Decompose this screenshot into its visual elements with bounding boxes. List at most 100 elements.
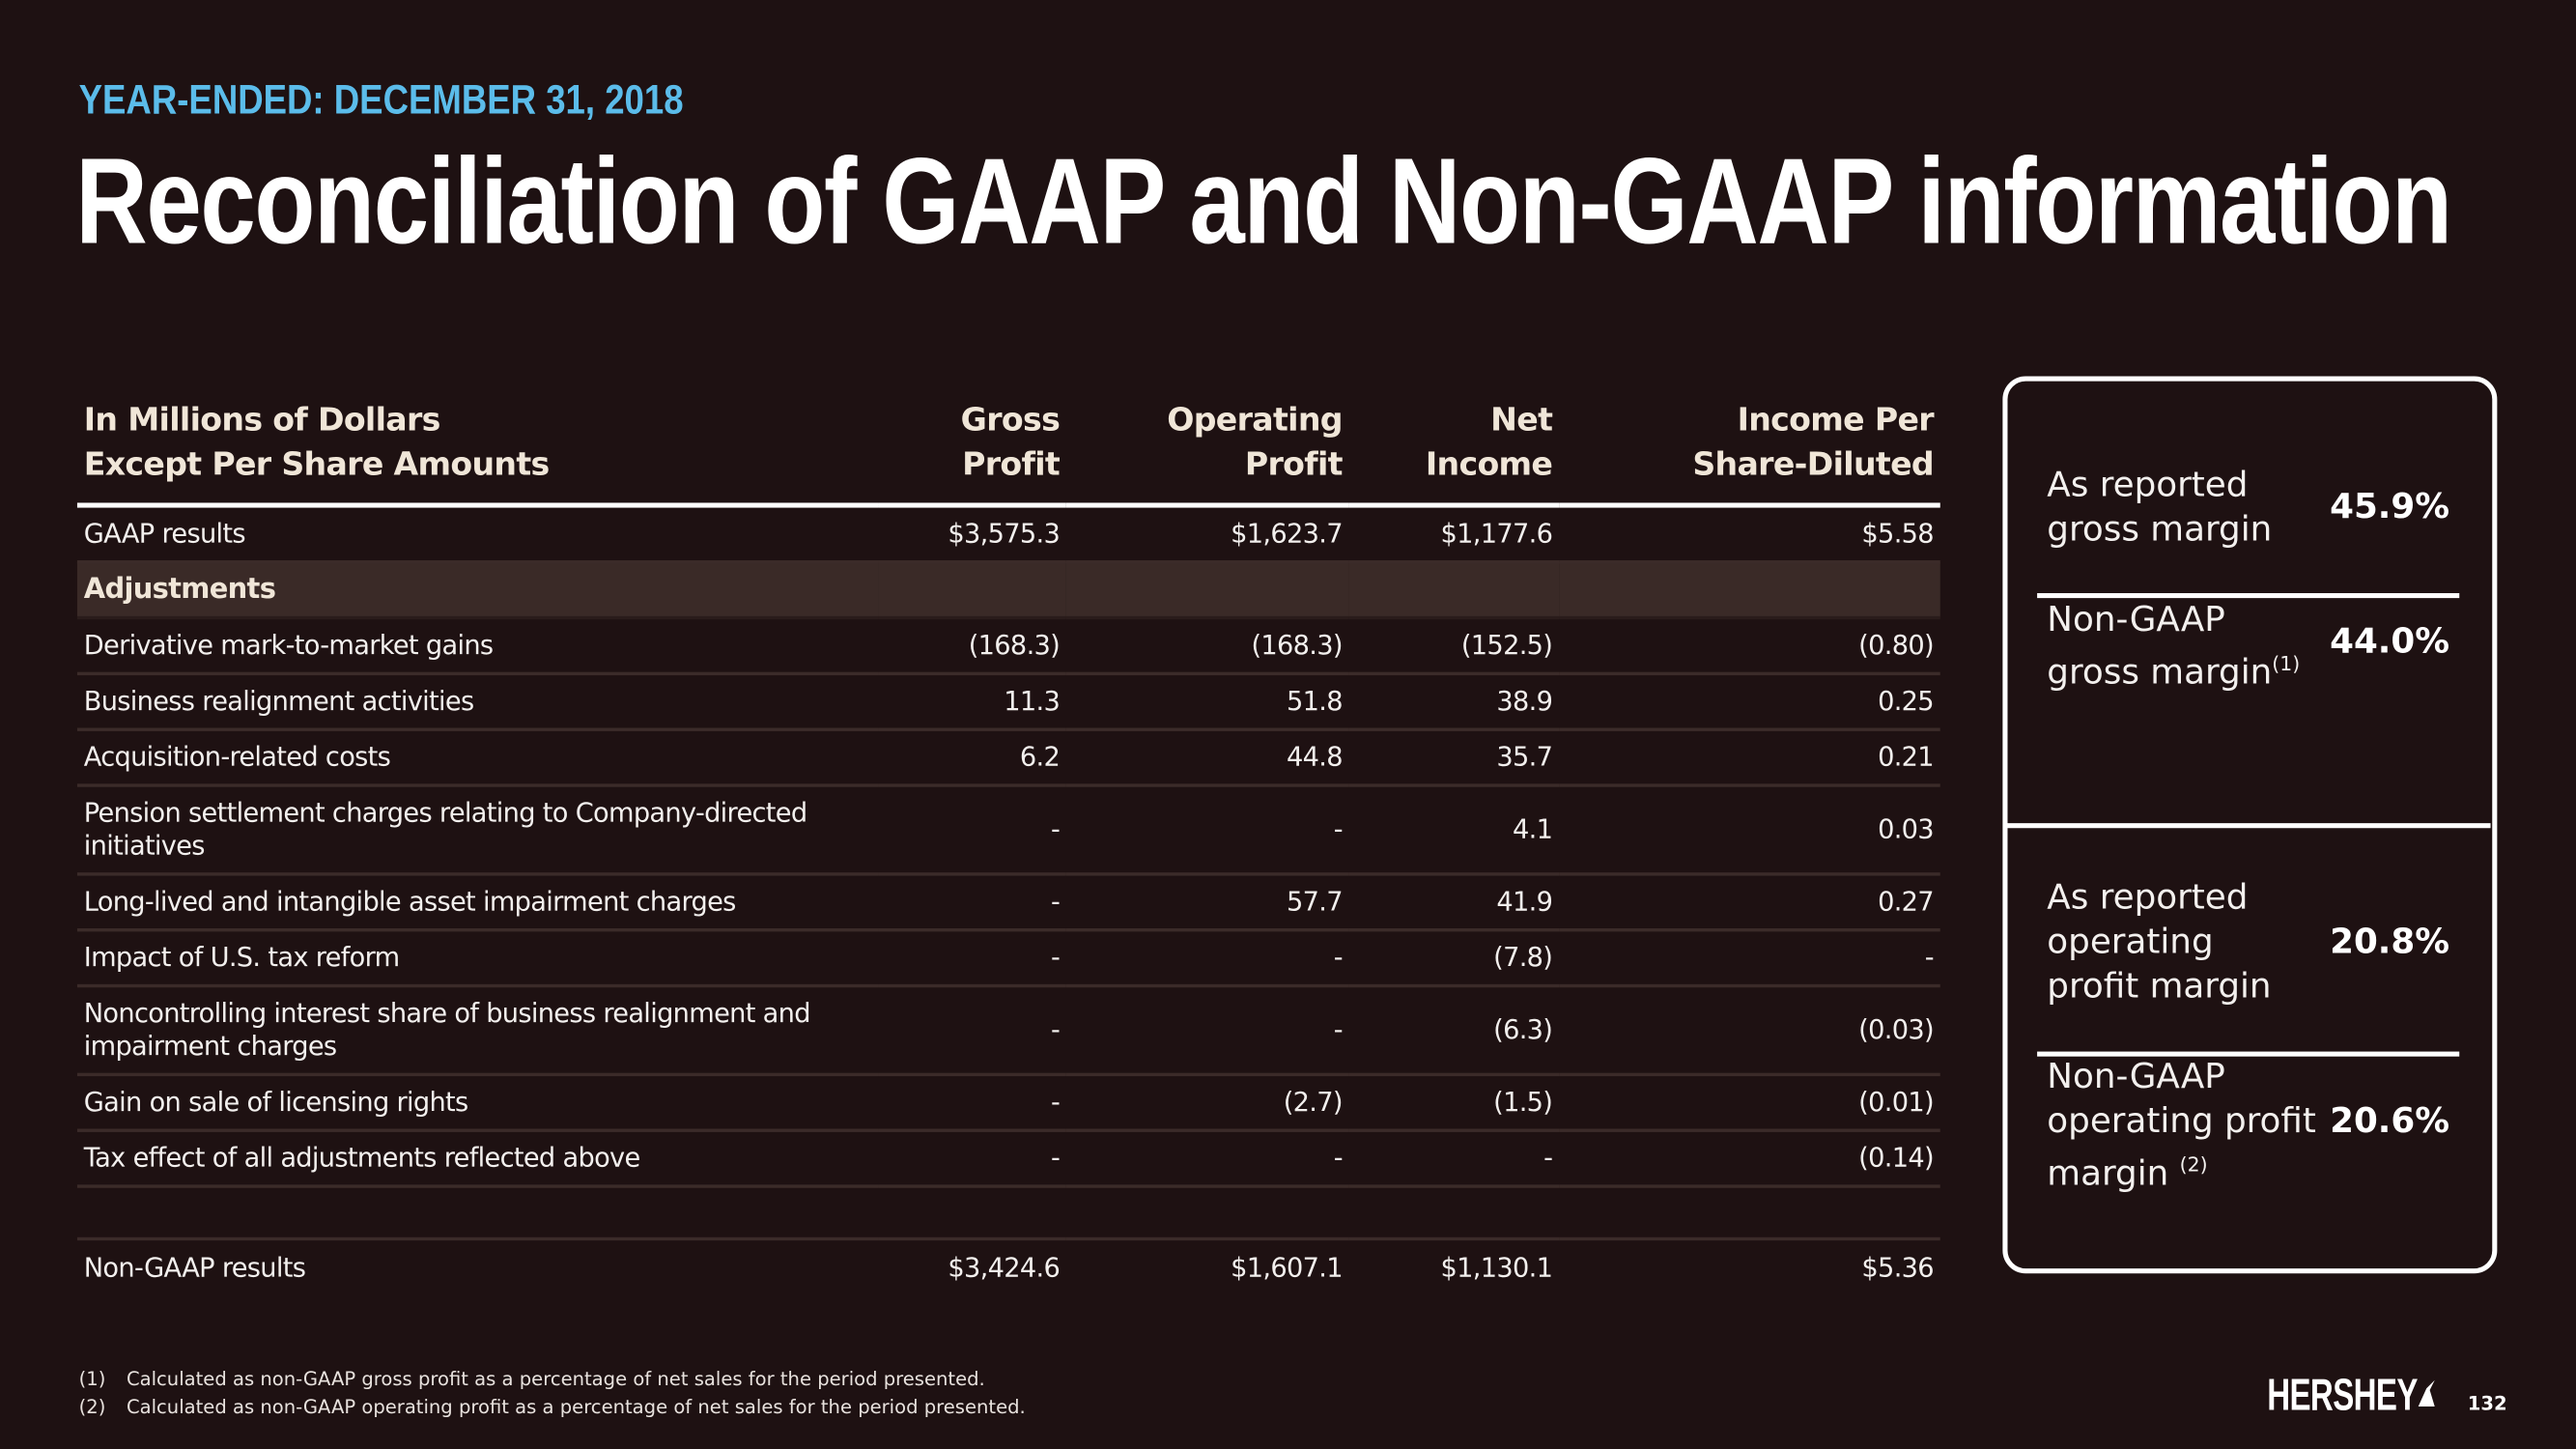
footnote-text: Calculated as non-GAAP gross profit as a… <box>126 1367 985 1390</box>
cell: (6.3) <box>1348 985 1560 1077</box>
reconciliation-table: In Millions of Dollars Except Per Share A… <box>76 394 1940 1296</box>
cell: $1,130.1 <box>1440 1252 1553 1284</box>
footnote-ref: (2) <box>2179 1153 2208 1177</box>
cell: (168.3) <box>1065 617 1349 676</box>
cell: $5.58 <box>1559 505 1940 564</box>
table-row: Long-lived and intangible asset impairme… <box>76 873 1940 932</box>
table-row: Tax effect of all adjustments reflected … <box>76 1130 1940 1188</box>
table-row: Business realignment activities 11.3 51.8 3… <box>76 673 1940 731</box>
cell: (0.03) <box>1559 985 1940 1077</box>
cell: (1.5) <box>1348 1074 1560 1132</box>
cell: - <box>1065 1130 1349 1188</box>
cell: 0.21 <box>1559 729 1940 787</box>
footnote-text: Calculated as non-GAAP operating profit … <box>126 1395 1026 1418</box>
row-label: Derivative mark-to-market gains <box>76 617 879 676</box>
cell: - <box>1065 985 1349 1077</box>
title: Reconciliation of GAAP and Non-GAAP info… <box>75 132 2452 270</box>
header-row: In Millions of Dollars Except Per Share A… <box>76 394 1940 508</box>
column-header: Net Income <box>1348 394 1560 508</box>
label-line: As reported <box>2047 464 2272 508</box>
row-label: Business realignment activities <box>76 673 879 731</box>
metric-label: As reported gross margin <box>2047 464 2272 553</box>
table-row: Gain on sale of licensing rights - (2.7) (1… <box>76 1074 1940 1132</box>
page-number: 132 <box>2467 1391 2507 1415</box>
row-label: Acquisition-related costs <box>76 729 879 787</box>
footnote-marker: (1) <box>78 1367 106 1390</box>
logo: HERSHEY <box>2267 1370 2418 1420</box>
cell: $1,177.6 <box>1348 505 1560 564</box>
cell <box>1065 1186 1349 1241</box>
section-row: Adjustments <box>76 561 1940 620</box>
cell: - <box>878 1074 1066 1132</box>
label-line: Non-GAAP <box>2047 598 2300 642</box>
label-text: operating <box>2047 922 2214 962</box>
cell: - <box>1559 929 1940 988</box>
cell: - <box>878 929 1066 988</box>
row-label: Tax effect of all adjustments reflected … <box>76 1130 879 1188</box>
row-label: Pension settlement charges relating to C… <box>76 785 879 876</box>
row-label: Gain on sale of licensing rights <box>76 1074 879 1132</box>
label-line: gross margin <box>2047 508 2272 553</box>
divider <box>2004 823 2491 829</box>
footnote-marker: (2) <box>78 1395 106 1418</box>
logo-kiss <box>2418 1379 2435 1406</box>
cell <box>878 561 1066 620</box>
cell: (0.01) <box>1559 1074 1940 1132</box>
cell <box>1065 561 1349 620</box>
label-text: Non-GAAP <box>2047 1056 2225 1096</box>
label-line: gross margin(1) <box>2047 642 2300 695</box>
metric-label: As reported operating profit margin <box>2047 876 2271 1009</box>
label-line: As reported <box>2047 876 2271 921</box>
cell: - <box>1065 785 1349 876</box>
cell: 4.1 <box>1348 785 1560 876</box>
table-row: Non-GAAP results $3,424.6 $1,607.1 $1,130.1… <box>77 1238 1940 1296</box>
cell: - <box>878 785 1066 876</box>
cell: $1,607.1 <box>1231 1252 1343 1284</box>
metric-value: 45.9% <box>2330 486 2450 526</box>
column-header: In Millions of Dollars Except Per Share A… <box>76 394 879 508</box>
row-label: Non-GAAP results <box>83 1252 306 1284</box>
table-row: Impact of U.S. tax reform - - (7.8) - <box>76 929 1940 988</box>
cell: - <box>1065 929 1349 988</box>
cell: (2.7) <box>1065 1074 1349 1132</box>
header-line: Profit <box>962 444 1061 484</box>
row-label: Long-lived and intangible asset impairme… <box>76 873 879 932</box>
cell <box>1348 1186 1560 1241</box>
cell: 0.27 <box>1559 873 1940 932</box>
metric-value: 44.0% <box>2330 620 2450 661</box>
cell: $5.36 <box>1861 1252 1934 1284</box>
cell: 38.9 <box>1348 673 1560 731</box>
header-line: Income Per <box>1737 401 1935 440</box>
label-text: gross margin <box>2047 509 2273 550</box>
label-line: profit margin <box>2047 964 2271 1009</box>
metric-label: Non-GAAP operating profit margin (2) <box>2047 1055 2316 1196</box>
metric-value: 20.8% <box>2330 921 2450 961</box>
header-line: Except Per Share Amounts <box>83 444 551 484</box>
cell: $1,623.7 <box>1065 505 1349 564</box>
cell: 0.03 <box>1559 785 1940 876</box>
header-line: Net <box>1490 401 1553 440</box>
cell: 44.8 <box>1065 729 1349 787</box>
table-row: Pension settlement charges relating to C… <box>76 785 1940 876</box>
header-line: Gross <box>960 401 1061 440</box>
label-line: operating <box>2047 920 2271 964</box>
column-header: Operating Profit <box>1065 394 1349 508</box>
table-row: GAAP results $3,575.3 $1,623.7 $1,177.6 $5.5… <box>76 505 1940 564</box>
label-line: margin (2) <box>2047 1144 2316 1196</box>
kicker: YEAR-ENDED: DECEMBER 31, 2018 <box>78 76 684 124</box>
row-label: Impact of U.S. tax reform <box>76 929 879 988</box>
table-row: Noncontrolling interest share of busines… <box>76 985 1940 1077</box>
cell <box>76 1186 879 1241</box>
cell: (0.80) <box>1559 617 1940 676</box>
cell: 6.2 <box>878 729 1066 787</box>
cell: $3,575.3 <box>878 505 1066 564</box>
label-text: As reported <box>2047 465 2249 505</box>
cell: 11.3 <box>878 673 1066 731</box>
cell: 51.8 <box>1065 673 1349 731</box>
row-label: Noncontrolling interest share of busines… <box>76 985 879 1077</box>
cell: (7.8) <box>1348 929 1560 988</box>
cell: (168.3) <box>878 617 1066 676</box>
cell: (0.14) <box>1559 1130 1940 1188</box>
column-header: Income Per Share-Diluted <box>1559 394 1940 508</box>
